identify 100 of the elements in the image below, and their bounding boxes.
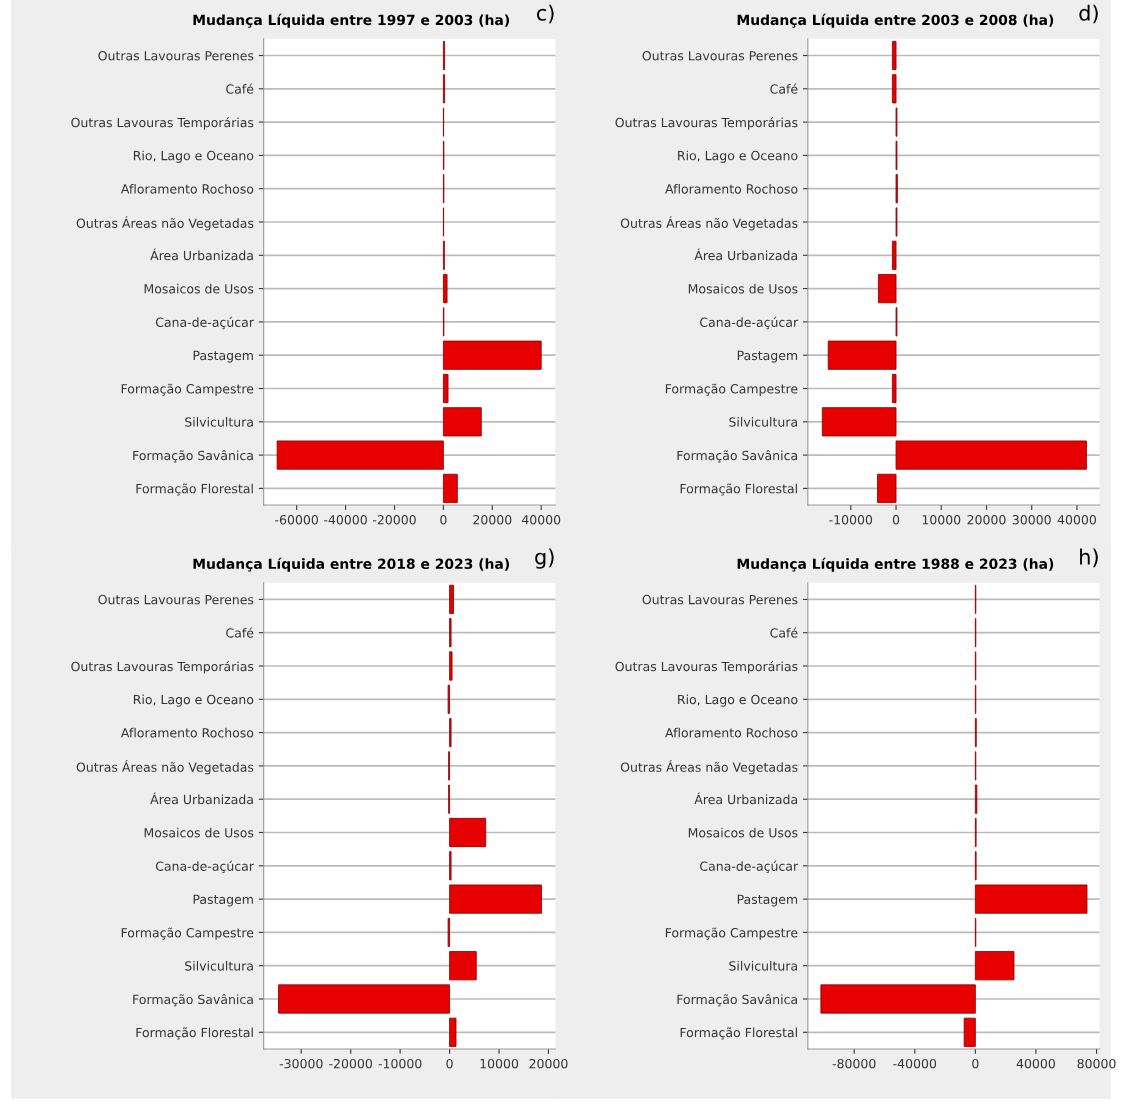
y-tick-label: Pastagem xyxy=(193,894,253,907)
y-tick-label: Área Urbanizada xyxy=(150,248,253,261)
y-tick-label: Cana-de-açúcar xyxy=(700,316,799,330)
bar xyxy=(442,407,482,437)
x-tick-label: -30000 xyxy=(279,1058,323,1069)
bar xyxy=(820,984,976,1014)
y-tick-label: Silvicultura xyxy=(185,417,253,427)
bar xyxy=(442,274,448,304)
bar xyxy=(442,373,449,404)
y-tick-label: Outras Áreas não Vegetadas xyxy=(620,216,798,231)
y-tick-label: Café xyxy=(770,83,798,94)
y-tick-label: Mosaicos de Usos xyxy=(144,283,254,294)
y-tick-label: Outras Áreas não Vegetadas xyxy=(76,216,254,231)
x-tick-label: 0 xyxy=(972,1058,979,1069)
x-tick-label: 20000 xyxy=(473,514,512,525)
y-tick-label: Rio, Lago e Oceano xyxy=(133,150,254,163)
y-tick-label: Formação Campestre xyxy=(665,927,798,940)
y-tick-label: Outras Lavouras Temporárias xyxy=(615,117,798,130)
bar xyxy=(892,40,897,71)
y-tick-label: Área Urbanizada xyxy=(694,792,797,805)
y-tick-label: Rio, Lago e Oceano xyxy=(678,150,798,163)
bar xyxy=(449,951,477,981)
y-tick-label: Área Urbanizada xyxy=(150,792,253,805)
y-tick-label: Formação Florestal xyxy=(136,483,253,496)
y-tick-label: Mosaicos de Usos xyxy=(144,827,254,838)
x-tick-label: 20000 xyxy=(967,514,1006,525)
y-tick-label: Outras Lavouras Temporárias xyxy=(71,117,254,130)
x-tick-label: 0 xyxy=(446,1058,453,1069)
y-tick-label: Afloramento Rochoso xyxy=(665,727,798,738)
bar xyxy=(974,951,1015,981)
bar xyxy=(449,584,454,614)
x-tick-label: -10000 xyxy=(378,1058,422,1069)
x-tick-label: 80000 xyxy=(1077,1058,1116,1069)
y-tick-label: Afloramento Rochoso xyxy=(665,183,798,194)
y-tick-label: Mosaicos de Usos xyxy=(688,827,798,838)
y-tick-label: Cana-de-açúcar xyxy=(155,316,254,330)
y-tick-label: Rio, Lago e Oceano xyxy=(133,694,254,707)
bar xyxy=(892,74,897,104)
x-tick-label: -40000 xyxy=(324,514,367,525)
text: c) xyxy=(536,4,554,24)
x-tick-label: -60000 xyxy=(275,514,318,525)
bar xyxy=(877,473,897,503)
chart-title: Mudança Líquida entre 2003 e 2008 (ha) xyxy=(737,13,1054,28)
bar xyxy=(449,1017,457,1047)
y-tick-label: Café xyxy=(226,627,254,638)
x-tick-label: 20000 xyxy=(529,1058,568,1069)
x-tick-label: 0 xyxy=(892,514,900,525)
x-tick-label: 0 xyxy=(440,514,447,525)
bar xyxy=(449,651,453,681)
y-tick-label: Formação Campestre xyxy=(121,383,254,396)
bar xyxy=(892,240,897,270)
bar xyxy=(877,274,897,304)
y-tick-label: Formação Florestal xyxy=(680,483,797,496)
y-tick-label: Formação Florestal xyxy=(136,1027,253,1040)
y-tick-label: Formação Savânica xyxy=(133,450,253,463)
y-tick-label: Outras Lavouras Perenes xyxy=(98,594,254,605)
bar xyxy=(449,817,487,848)
y-tick-label: Outras Lavouras Temporárias xyxy=(615,661,798,674)
bar xyxy=(449,884,542,914)
x-tick-label: -40000 xyxy=(893,1058,937,1069)
bar xyxy=(892,373,897,404)
y-tick-label: Pastagem xyxy=(737,350,798,363)
y-tick-label: Outras Áreas não Vegetadas xyxy=(620,760,798,775)
x-tick-label: -20000 xyxy=(372,514,416,525)
x-tick-label: 40000 xyxy=(1016,1058,1055,1069)
y-tick-label: Cana-de-açúcar xyxy=(155,860,254,874)
x-tick-label: 10000 xyxy=(480,1058,519,1069)
bar xyxy=(963,1017,976,1047)
y-tick-label: Afloramento Rochoso xyxy=(120,727,254,738)
y-tick-label: Formação Savânica xyxy=(677,450,797,463)
y-tick-label: Pastagem xyxy=(193,350,253,363)
bar xyxy=(442,473,458,503)
y-tick-label: Outras Áreas não Vegetadas xyxy=(76,760,254,775)
text: g) xyxy=(535,548,554,569)
bar xyxy=(895,440,1087,470)
y-tick-label: Outras Lavouras Perenes xyxy=(98,50,254,61)
x-tick-label: 30000 xyxy=(1012,514,1051,525)
x-tick-label: -20000 xyxy=(329,1058,372,1069)
bar xyxy=(821,407,897,437)
text: d) xyxy=(1079,4,1098,24)
bar xyxy=(974,884,1088,914)
y-tick-label: Pastagem xyxy=(737,894,798,907)
bar xyxy=(827,340,897,370)
y-tick-label: Formação Campestre xyxy=(121,927,254,940)
x-tick-label: -10000 xyxy=(829,514,873,525)
y-tick-label: Café xyxy=(226,83,254,94)
y-tick-label: Silvicultura xyxy=(729,960,797,971)
y-tick-label: Cana-de-açúcar xyxy=(700,860,799,874)
y-tick-label: Outras Lavouras Perenes xyxy=(642,50,798,61)
x-tick-label: -80000 xyxy=(832,1058,876,1069)
y-tick-label: Café xyxy=(770,627,798,638)
y-tick-label: Outras Lavouras Perenes xyxy=(642,594,798,605)
bar xyxy=(276,440,444,470)
y-tick-label: Silvicultura xyxy=(729,417,797,427)
y-tick-label: Afloramento Rochoso xyxy=(120,183,254,194)
chart-title: Mudança Líquida entre 2018 e 2023 (ha) xyxy=(193,557,509,572)
y-tick-label: Outras Lavouras Temporárias xyxy=(71,661,254,674)
x-tick-label: 10000 xyxy=(922,514,961,525)
y-tick-label: Rio, Lago e Oceano xyxy=(678,694,798,707)
bar xyxy=(442,340,542,370)
